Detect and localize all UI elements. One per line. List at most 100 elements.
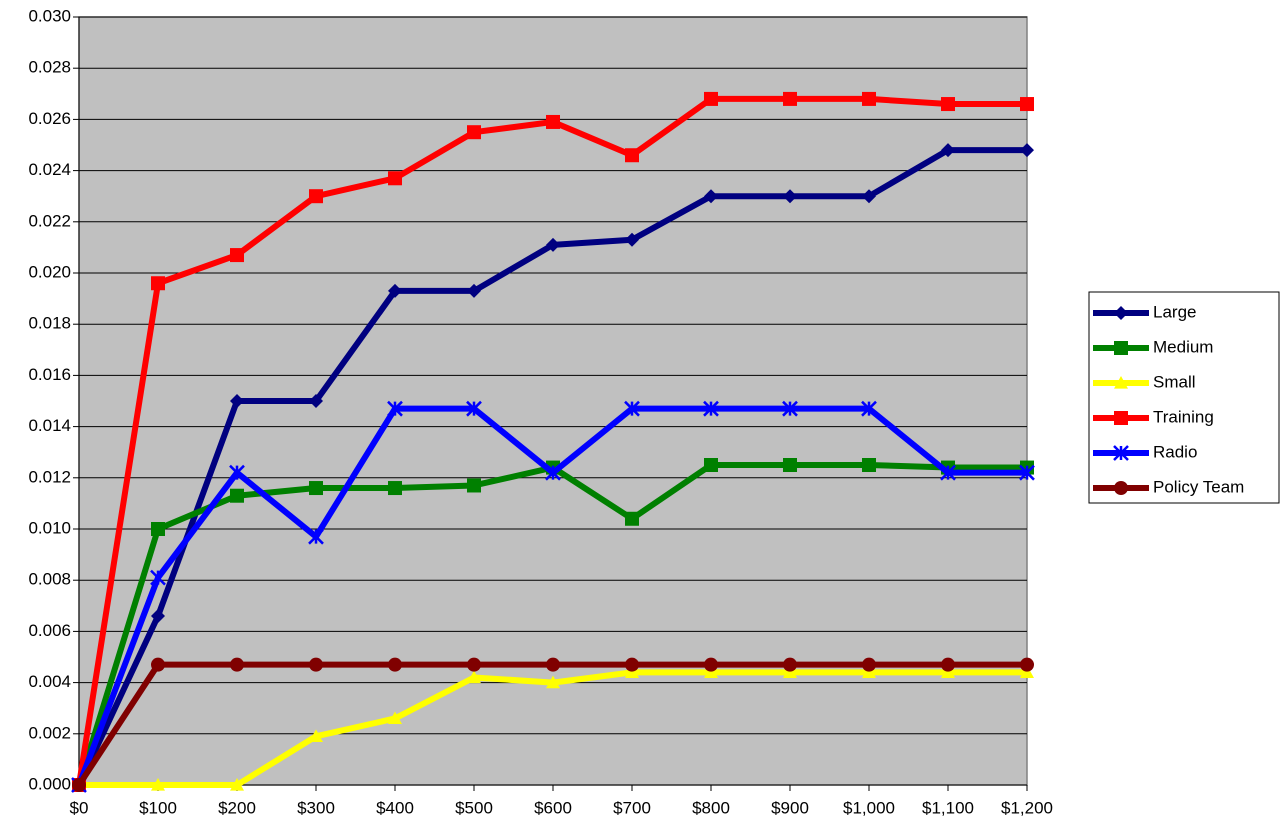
y-tick-label: 0.016 xyxy=(28,365,71,384)
legend-label: Policy Team xyxy=(1153,477,1244,496)
x-tick-label: $700 xyxy=(613,798,651,817)
marker xyxy=(151,778,165,791)
marker xyxy=(230,488,244,503)
marker xyxy=(862,458,876,472)
x-tick-label: $300 xyxy=(297,798,335,817)
marker xyxy=(466,400,482,417)
marker xyxy=(704,91,718,106)
marker xyxy=(1019,464,1035,481)
marker xyxy=(625,511,639,526)
marker xyxy=(230,778,244,791)
y-tick-label: 0.024 xyxy=(28,160,71,179)
x-tick-label: $200 xyxy=(218,798,256,817)
x-tick-label: $900 xyxy=(771,798,809,817)
marker xyxy=(467,478,481,493)
marker xyxy=(783,91,797,106)
y-tick-label: 0.010 xyxy=(28,518,71,537)
marker xyxy=(229,464,245,481)
x-tick-label: $400 xyxy=(376,798,414,817)
marker xyxy=(704,657,718,672)
marker xyxy=(309,394,323,408)
marker xyxy=(783,189,797,204)
y-tick-label: 0.030 xyxy=(28,6,71,25)
x-tick-label: $500 xyxy=(455,798,493,817)
marker xyxy=(1114,341,1128,355)
marker xyxy=(862,91,876,106)
marker xyxy=(230,657,244,672)
marker xyxy=(1114,376,1128,389)
x-tick-label: $100 xyxy=(139,798,177,817)
marker xyxy=(72,778,86,792)
marker xyxy=(309,481,323,496)
x-tick-label: $1,200 xyxy=(1001,798,1053,817)
marker xyxy=(783,657,797,672)
x-tick-label: $1,000 xyxy=(843,798,895,817)
marker xyxy=(546,237,560,252)
marker xyxy=(625,657,639,672)
y-tick-label: 0.006 xyxy=(28,621,71,640)
marker xyxy=(1114,306,1128,320)
y-tick-label: 0.020 xyxy=(28,262,71,281)
marker xyxy=(1113,445,1129,461)
marker xyxy=(467,283,481,298)
marker xyxy=(703,400,719,417)
marker xyxy=(309,729,323,742)
marker xyxy=(151,276,165,291)
x-tick-label: $600 xyxy=(534,798,572,817)
marker xyxy=(308,528,324,545)
marker xyxy=(1114,481,1128,495)
marker xyxy=(783,458,797,472)
y-tick-label: 0.018 xyxy=(28,314,71,333)
marker xyxy=(1114,411,1128,425)
marker xyxy=(467,670,481,684)
marker xyxy=(309,189,323,204)
marker xyxy=(388,657,402,672)
y-tick-label: 0.022 xyxy=(28,211,71,230)
legend-box xyxy=(1088,291,1280,504)
marker xyxy=(388,171,402,186)
legend-label: Radio xyxy=(1153,442,1197,461)
marker xyxy=(862,657,876,672)
legend-label: Training xyxy=(1153,407,1214,426)
marker xyxy=(230,394,244,408)
marker xyxy=(941,657,955,672)
marker xyxy=(625,148,639,163)
marker xyxy=(625,232,639,247)
x-tick-label: $800 xyxy=(692,798,730,817)
marker xyxy=(1020,143,1034,158)
marker xyxy=(388,481,402,496)
marker xyxy=(388,283,402,298)
marker xyxy=(151,657,165,672)
y-tick-label: 0.012 xyxy=(28,467,71,486)
legend-label: Large xyxy=(1153,302,1196,321)
marker xyxy=(546,657,560,672)
x-tick-label: $0 xyxy=(70,798,89,817)
marker xyxy=(467,657,481,672)
marker xyxy=(151,609,165,624)
legend-label: Small xyxy=(1153,372,1196,391)
marker xyxy=(1020,97,1034,112)
y-tick-label: 0.004 xyxy=(28,672,71,691)
marker xyxy=(782,400,798,417)
marker xyxy=(309,657,323,672)
y-tick-label: 0.028 xyxy=(28,58,71,77)
legend-label: Medium xyxy=(1153,337,1213,356)
marker xyxy=(387,400,403,417)
marker xyxy=(467,125,481,140)
marker xyxy=(941,97,955,112)
y-tick-label: 0.014 xyxy=(28,416,71,435)
y-tick-label: 0.008 xyxy=(28,570,71,589)
marker xyxy=(546,114,560,129)
marker xyxy=(862,189,876,204)
marker xyxy=(624,400,640,417)
marker xyxy=(704,189,718,204)
y-tick-label: 0.026 xyxy=(28,109,71,128)
x-tick-label: $1,100 xyxy=(922,798,974,817)
marker xyxy=(151,522,165,536)
marker xyxy=(1020,657,1034,672)
marker xyxy=(230,248,244,263)
marker xyxy=(150,569,166,586)
marker xyxy=(546,675,560,689)
marker xyxy=(940,464,956,481)
